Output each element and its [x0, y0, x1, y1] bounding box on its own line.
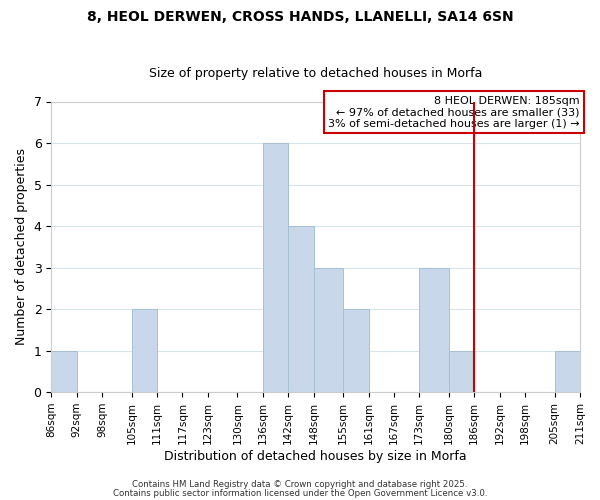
Bar: [51, 350, 77, 392]
Title: Size of property relative to detached houses in Morfa: Size of property relative to detached ho…: [149, 66, 482, 80]
Bar: [263, 143, 288, 392]
Bar: [131, 309, 157, 392]
Text: Contains public sector information licensed under the Open Government Licence v3: Contains public sector information licen…: [113, 488, 487, 498]
Text: 8 HEOL DERWEN: 185sqm
← 97% of detached houses are smaller (33)
3% of semi-detac: 8 HEOL DERWEN: 185sqm ← 97% of detached …: [328, 96, 580, 129]
Y-axis label: Number of detached properties: Number of detached properties: [15, 148, 28, 346]
Bar: [288, 226, 314, 392]
Text: 8, HEOL DERWEN, CROSS HANDS, LLANELLI, SA14 6SN: 8, HEOL DERWEN, CROSS HANDS, LLANELLI, S…: [86, 10, 514, 24]
Bar: [554, 350, 580, 392]
Bar: [419, 268, 449, 392]
X-axis label: Distribution of detached houses by size in Morfa: Distribution of detached houses by size …: [164, 450, 467, 462]
Bar: [343, 309, 368, 392]
Text: Contains HM Land Registry data © Crown copyright and database right 2025.: Contains HM Land Registry data © Crown c…: [132, 480, 468, 489]
Bar: [314, 268, 343, 392]
Bar: [449, 350, 474, 392]
